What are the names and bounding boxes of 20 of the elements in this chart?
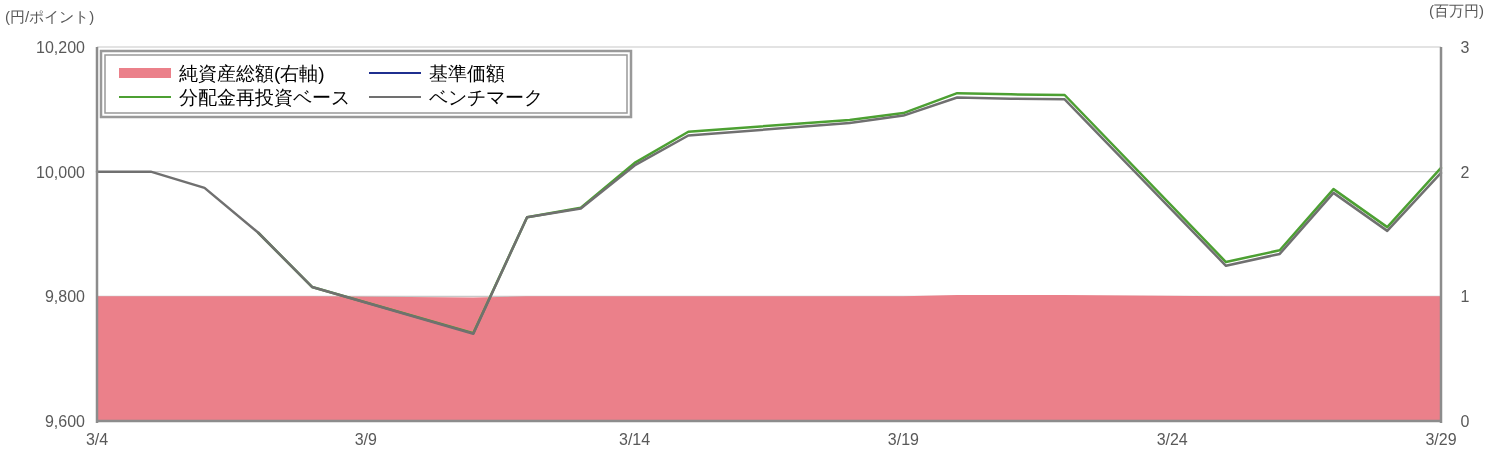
- y-axis-title: (円/ポイント): [5, 8, 95, 25]
- y-tick-label: 10,000: [36, 163, 86, 181]
- y-tick-label: 9,800: [44, 288, 86, 306]
- legend-label: ベンチマーク: [429, 87, 543, 108]
- legend-label: 分配金再投資ベース: [179, 87, 350, 108]
- y2-axis-title: (百万円): [1429, 2, 1484, 19]
- y-tick-label: 9,600: [44, 413, 86, 430]
- y2-tick-label: 0: [1460, 413, 1470, 430]
- x-tick-label: 3/19: [887, 431, 920, 448]
- y2-tick-label: 1: [1460, 288, 1470, 306]
- y2-tick-label: 2: [1460, 163, 1470, 181]
- y-tick-label: 10,200: [36, 39, 86, 56]
- x-tick-label: 3/24: [1156, 431, 1188, 448]
- legend-label: 基準価額: [429, 63, 505, 84]
- x-tick-label: 3/4: [85, 431, 109, 448]
- x-tick-label: 3/29: [1425, 431, 1457, 448]
- legend-label: 純資産総額(右軸): [179, 63, 325, 84]
- y2-tick-label: 3: [1460, 39, 1470, 56]
- x-tick-label: 3/14: [619, 431, 651, 448]
- x-tick-label: 3/9: [354, 431, 378, 448]
